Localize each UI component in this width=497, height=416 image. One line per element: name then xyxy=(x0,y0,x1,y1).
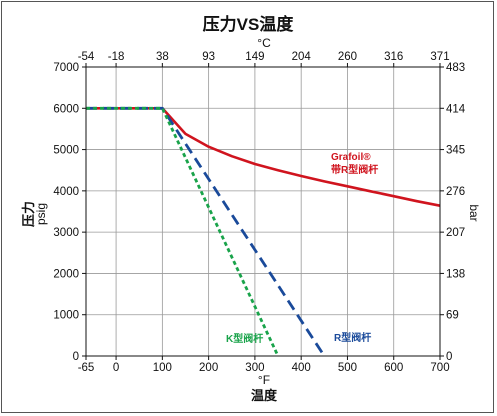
x-bottom-tick-label: 200 xyxy=(199,362,218,374)
series-line-r-stem xyxy=(86,106,326,357)
x-bottom-tick-label: 300 xyxy=(245,362,264,374)
grid xyxy=(86,67,440,356)
y-left-tick-label: 3000 xyxy=(53,227,79,239)
chart-title: 压力VS温度 xyxy=(203,14,295,34)
y-left-tick-label: 7000 xyxy=(53,62,79,74)
y-right-tick-label: 276 xyxy=(446,186,465,198)
y-right-tick-label: 207 xyxy=(446,227,465,239)
x-top-tick-label: 38 xyxy=(156,51,169,63)
x-top-tick-label: 204 xyxy=(292,51,312,63)
x-top-tick-label: 93 xyxy=(202,51,215,63)
series-label-r-stem: R型阀杆 xyxy=(334,331,371,344)
x-top-tick-label: 371 xyxy=(430,51,449,63)
y-right-tick-label: 414 xyxy=(446,103,466,115)
left-axis-unit: psig xyxy=(34,203,48,225)
x-top-tick-label: -54 xyxy=(78,51,95,63)
x-top-tick-label: 149 xyxy=(245,51,264,63)
y-left-tick-label: 4000 xyxy=(53,186,79,198)
ticks-layer: -65 -54 0 -18 100 38 200 93 300 149 400 204 500 260 60… xyxy=(53,51,465,374)
left-axis-label: 压力 xyxy=(21,201,36,227)
series-label-grafoil-line1: Grafoil® xyxy=(331,152,371,163)
series-label-grafoil-line2: 带R型阀杆 xyxy=(331,163,378,176)
y-left-tick-label: 1000 xyxy=(53,310,79,322)
series-layer xyxy=(86,106,441,357)
x-top-tick-label: 316 xyxy=(384,51,403,63)
x-bottom-tick-label: -65 xyxy=(78,362,95,374)
x-bottom-tick-label: 600 xyxy=(384,362,403,374)
y-right-tick-label: 483 xyxy=(446,62,465,74)
plot-border xyxy=(85,66,441,357)
y-left-tick-label: 5000 xyxy=(53,145,79,157)
right-axis-unit: bar xyxy=(467,204,481,221)
bottom-axis-label: 温度 xyxy=(251,388,278,403)
y-left-tick-label: 6000 xyxy=(53,103,79,115)
series-line-grafoil-r-stem xyxy=(86,107,441,207)
x-bottom-tick-label: 400 xyxy=(292,362,311,374)
y-right-tick-label: 0 xyxy=(446,351,452,363)
y-right-tick-label: 138 xyxy=(446,268,465,280)
x-bottom-tick-label: 0 xyxy=(113,362,119,374)
x-bottom-tick-label: 100 xyxy=(153,362,172,374)
bottom-axis-unit: °F xyxy=(258,373,270,387)
y-right-tick-label: 345 xyxy=(446,145,465,157)
y-left-tick-label: 2000 xyxy=(53,268,79,280)
x-top-tick-label: -18 xyxy=(108,51,125,63)
y-left-tick-label: 0 xyxy=(73,351,79,363)
top-axis-unit: °C xyxy=(257,36,271,50)
series-label-k-stem: K型阀杆 xyxy=(226,332,263,345)
y-right-tick-label: 69 xyxy=(446,310,459,322)
x-bottom-tick-label: 500 xyxy=(338,362,357,374)
x-top-tick-label: 260 xyxy=(338,51,357,63)
x-bottom-tick-label: 700 xyxy=(430,362,449,374)
